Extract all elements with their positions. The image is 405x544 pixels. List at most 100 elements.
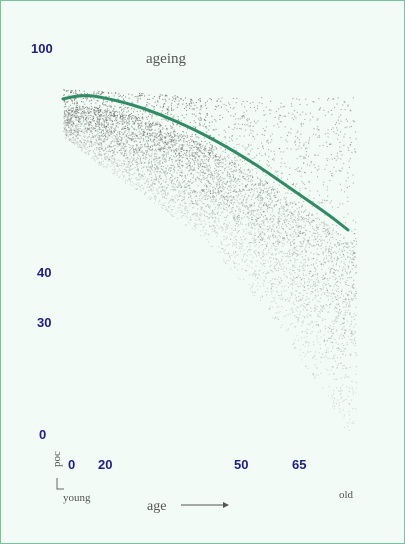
scatter-point [66, 121, 68, 123]
scatter-point [94, 141, 96, 143]
scatter-point [228, 257, 230, 259]
scatter-point [241, 183, 243, 185]
scatter-point [140, 125, 142, 127]
scatter-point [314, 294, 316, 296]
scatter-point [276, 262, 278, 264]
scatter-point [339, 278, 341, 280]
scatter-point [216, 184, 218, 186]
scatter-point [98, 148, 100, 150]
scatter-point [348, 403, 350, 405]
scatter-point [125, 170, 127, 172]
scatter-point [244, 195, 246, 197]
scatter-point [64, 127, 66, 129]
scatter-point [86, 130, 88, 132]
scatter-point [287, 214, 289, 216]
scatter-point [206, 191, 208, 193]
scatter-point [115, 120, 117, 122]
scatter-point [299, 298, 301, 300]
scatter-point [80, 141, 82, 143]
scatter-point [210, 148, 212, 150]
scatter-point [310, 264, 312, 266]
scatter-point [105, 127, 107, 129]
scatter-point [137, 126, 139, 128]
scatter-point [137, 122, 139, 124]
scatter-point [115, 165, 117, 167]
scatter-point [223, 156, 225, 158]
scatter-point [165, 142, 167, 144]
scatter-point [330, 303, 332, 305]
scatter-point [229, 201, 231, 203]
scatter-point [235, 185, 237, 187]
scatter-point [81, 149, 83, 151]
scatter-point [250, 188, 252, 190]
scatter-point [178, 153, 180, 155]
scatter-point [355, 373, 357, 375]
scatter-point [343, 336, 345, 338]
scatter-point [92, 136, 94, 138]
scatter-point [160, 172, 162, 174]
scatter-point [331, 395, 333, 397]
scatter-point [104, 116, 106, 118]
scatter-point [165, 153, 167, 155]
scatter-point [234, 163, 236, 165]
scatter-point [98, 126, 100, 128]
scatter-point [181, 157, 183, 159]
scatter-point [246, 264, 248, 266]
scatter-point [136, 169, 138, 171]
scatter-point [147, 178, 149, 180]
scatter-point [117, 126, 119, 128]
scatter-point [312, 341, 314, 343]
scatter-point [64, 128, 66, 130]
scatter-point [222, 181, 224, 183]
scatter-point [339, 408, 341, 410]
scatter-point [102, 141, 104, 143]
scatter-point [203, 155, 205, 157]
scatter-point [176, 172, 178, 174]
scatter-point [156, 166, 158, 168]
scatter-point [263, 285, 265, 287]
scatter-point [173, 150, 175, 152]
scatter-point [293, 211, 295, 213]
scatter-point [68, 109, 70, 111]
scatter-point [297, 214, 299, 216]
scatter-point [340, 350, 342, 352]
scatter-point [312, 219, 314, 221]
scatter-point [293, 242, 295, 244]
scatter-point [101, 134, 103, 136]
scatter-point [78, 133, 80, 135]
scatter-point [174, 197, 176, 199]
scatter-point [162, 205, 164, 207]
scatter-point [132, 117, 134, 119]
scatter-point [140, 123, 142, 125]
scatter-point [185, 202, 187, 204]
scatter-point [154, 183, 156, 185]
scatter-point [340, 324, 342, 326]
scatter-point [282, 255, 284, 257]
scatter-point [237, 215, 239, 217]
scatter-point [349, 249, 351, 251]
scatter-point [292, 270, 294, 272]
scatter-point [99, 136, 101, 138]
scatter-point [342, 367, 344, 369]
scatter-point [310, 271, 312, 273]
scatter-point [231, 228, 233, 230]
scatter-point [305, 251, 307, 253]
scatter-point [150, 167, 152, 169]
scatter-point [186, 158, 188, 160]
scatter-point [139, 146, 141, 148]
scatter-point [292, 264, 294, 266]
scatter-point [296, 276, 298, 278]
scatter-point [179, 126, 181, 128]
scatter-point [112, 133, 114, 135]
scatter-point [352, 264, 354, 266]
scatter-point [111, 140, 113, 142]
scatter-point [215, 182, 217, 184]
scatter-point [126, 136, 128, 138]
scatter-point [341, 396, 343, 398]
scatter-point [124, 155, 126, 157]
scatter-point [232, 216, 234, 218]
scatter-point [100, 148, 102, 150]
scatter-point [342, 409, 344, 411]
scatter-point [126, 171, 128, 173]
scatter-point [198, 217, 200, 219]
